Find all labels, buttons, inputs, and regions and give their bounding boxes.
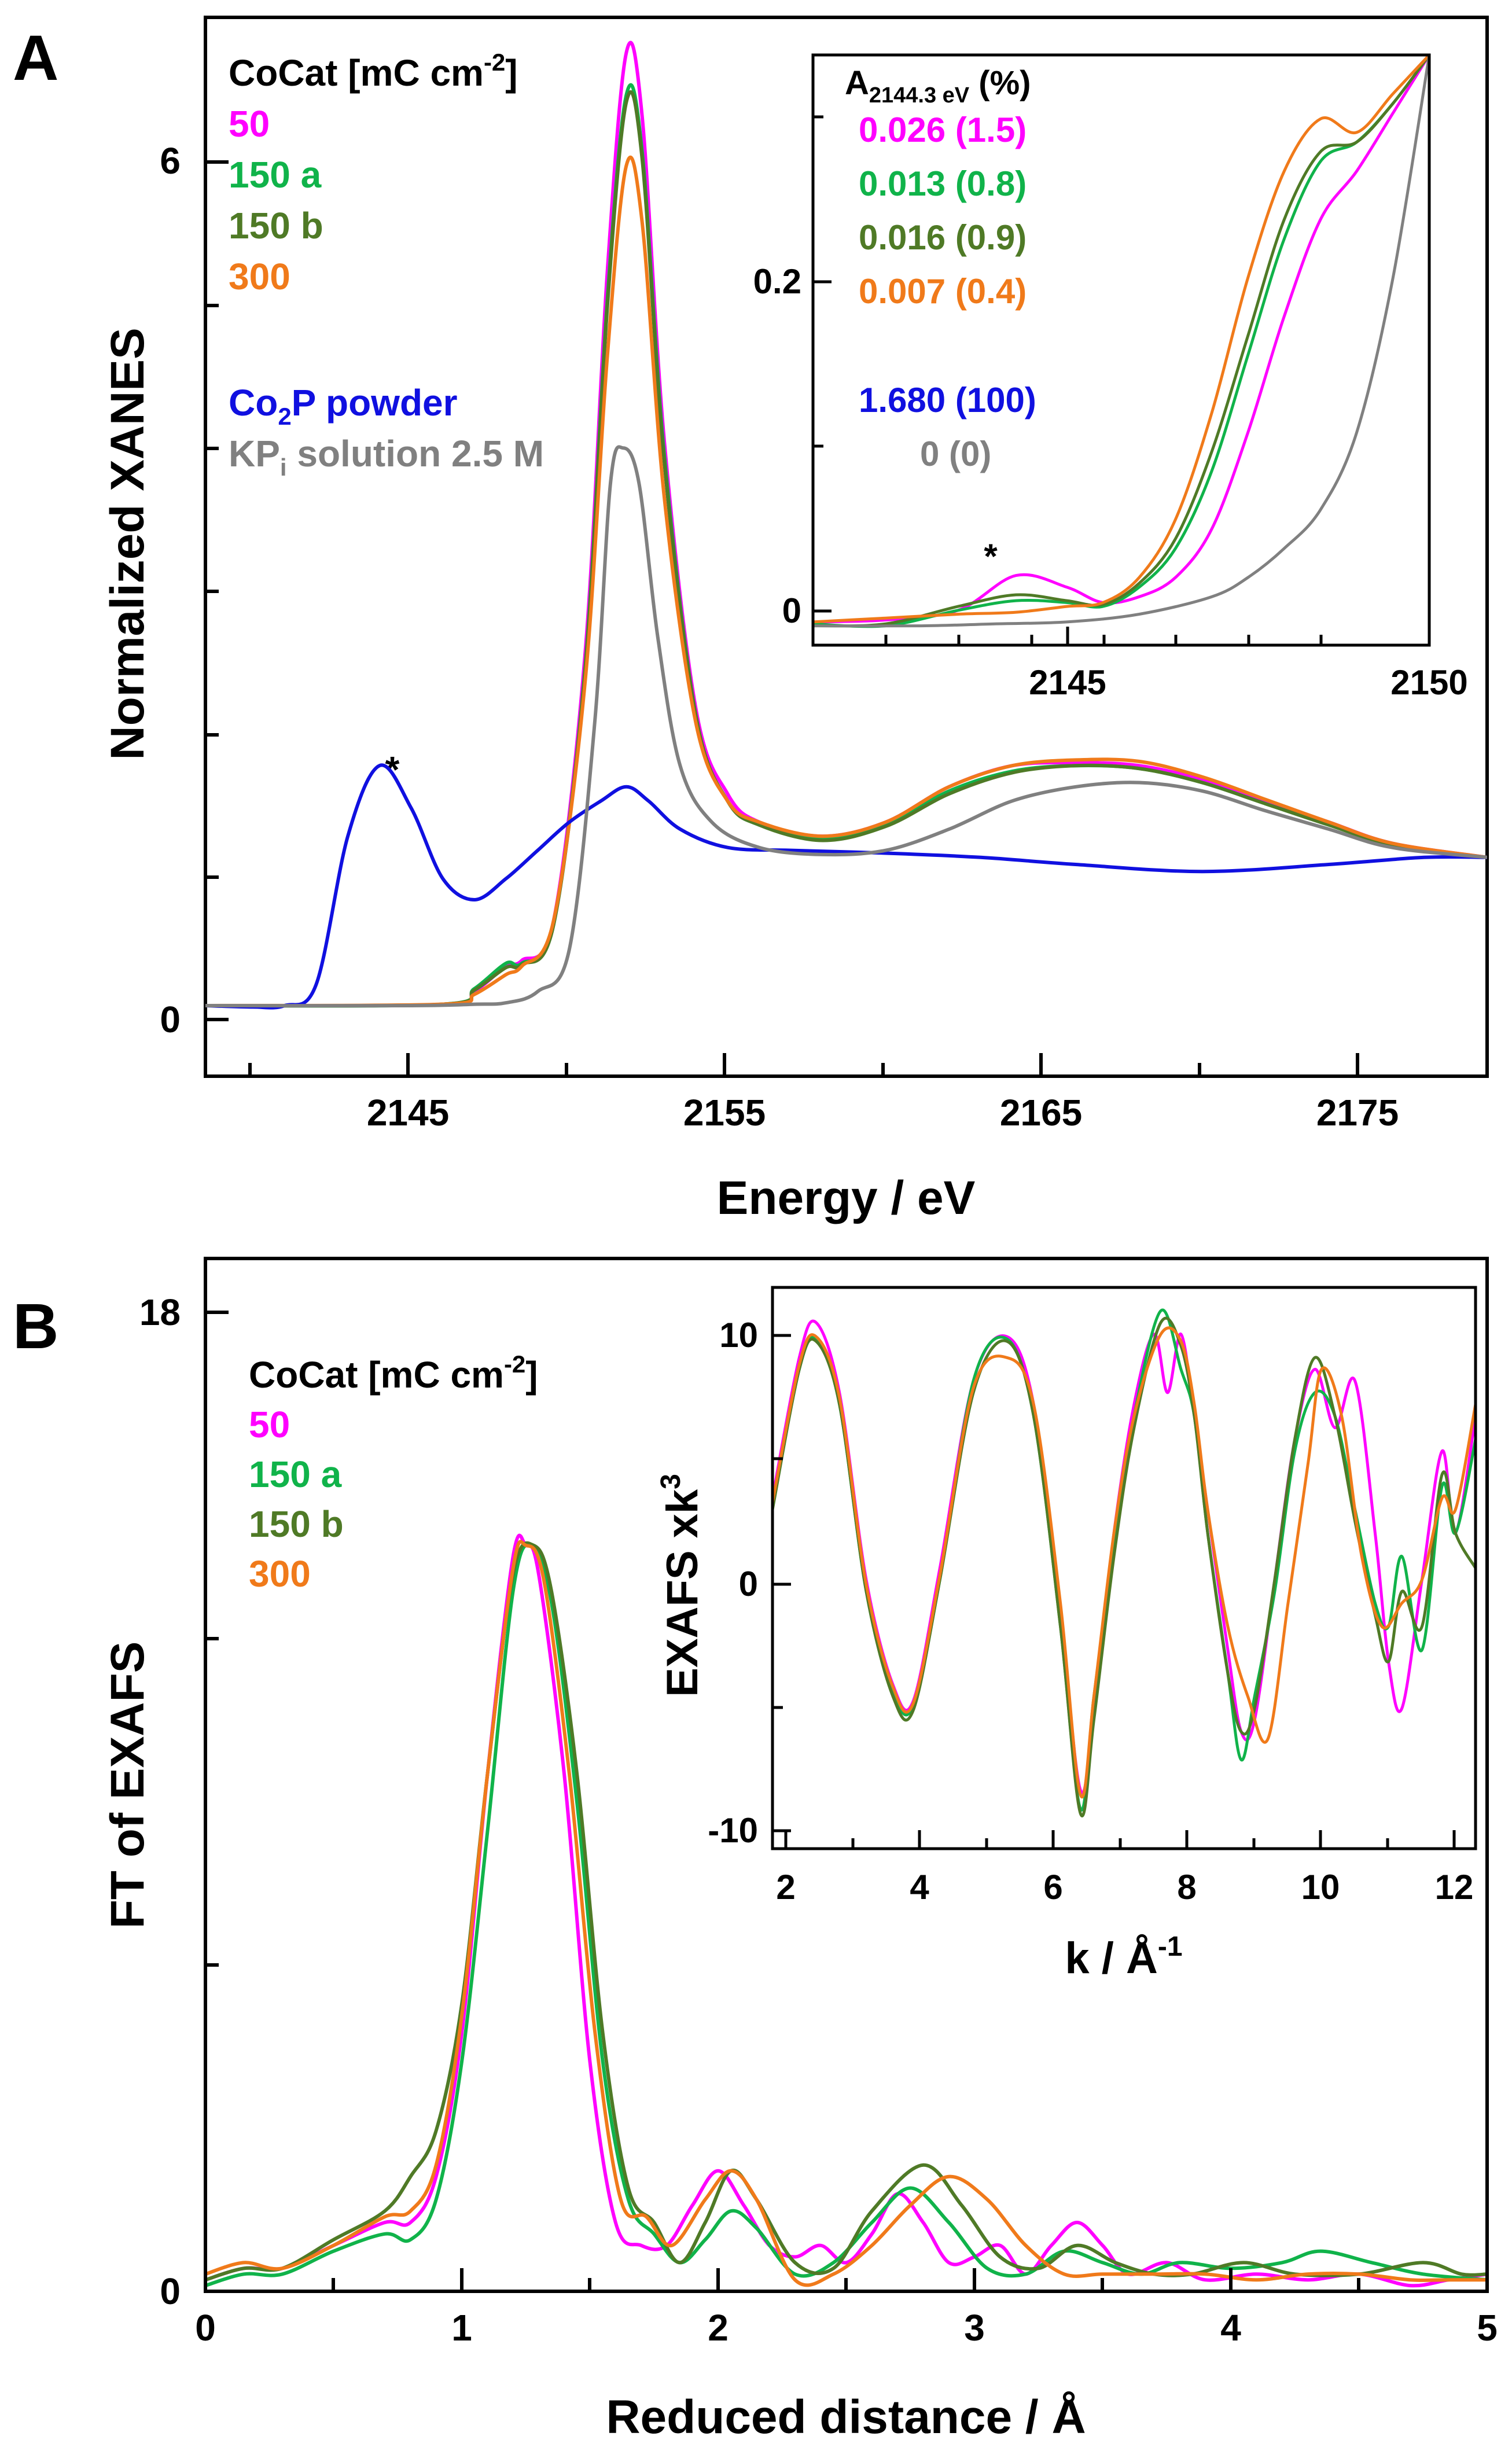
a-legend-title-sup: -2 [484,49,505,76]
ai-table-row: 0.007 (0.4) [859,272,1027,311]
a-legend-entry: 150 b [229,205,323,246]
a-x-tick-label: 2145 [367,1092,449,1134]
a-y-axis-label: Normalized XANES [101,327,154,760]
bi-y-tick-label: -10 [708,1811,758,1850]
series-line-co2p-powder [205,763,1487,1010]
a-legend-entry-kpi: KPi solution 2.5 M [229,433,544,481]
ai-table-row: 1.680 (100) [859,381,1036,419]
ai-asterisk: * [984,537,998,576]
ai-table-row: 0.026 (1.5) [859,111,1027,149]
bi-x-tick-label: 10 [1301,1868,1340,1907]
panel-a-ticks [205,160,1359,1076]
bi-y-axis-label: EXAFS xk3 [656,1474,707,1697]
bi-y-tick-label: 10 [719,1316,758,1355]
ai-table-row: 0.013 (0.8) [859,164,1027,203]
a-x-tick-label: 2175 [1316,1092,1399,1134]
series-line-300 [772,1326,1476,1799]
b-x-tick-label: 4 [1220,2307,1241,2349]
panel-a-frame [204,16,1489,1078]
panel-b: B 18 0 0 1 2 3 4 5 Reduced dist [13,1257,1498,2443]
b-x-tick-label: 3 [964,2307,985,2349]
bi-x-tick-label: 2 [776,1868,795,1907]
bi-x-tick-label: 4 [910,1868,929,1907]
b-y-tick-label: 0 [160,2270,181,2312]
b-x-tick-label: 2 [708,2307,729,2349]
series-line-300 [813,55,1429,624]
a-legend-title: CoCat [mC cm-2] [229,49,518,94]
ai-table-row: 0 (0) [920,435,991,473]
a-inset-series-group [813,55,1429,628]
ai-y-tick-label: 0 [782,591,801,630]
ai-table-header: A2144.3 eV (%) [845,64,1031,108]
a-y-tick-label: 0 [160,999,181,1040]
a-legend: CoCat [mC cm-2] 50 150 a 150 b 300 Co2P … [229,49,544,481]
a-legend-entry: 50 [229,103,270,145]
a-legend-entry: 150 a [229,154,322,196]
a-series-group [205,41,1487,1010]
b-inset: 10 0 -10 2 4 6 8 10 12 k / Å-1 EXAFS xk3 [656,1286,1477,1983]
bi-x-axis-label: k / Å-1 [1065,1931,1182,1983]
a-legend-entry-co2p: Co2P powder [229,382,458,430]
ai-table-row: 0.016 (0.9) [859,218,1027,257]
b-inset-series-group [772,1308,1476,1817]
series-line-150-b [813,55,1429,628]
b-x-axis-label: Reduced distance / Å [606,2391,1086,2443]
b-x-tick-label: 5 [1477,2307,1498,2349]
a-x-axis-label: Energy / eV [717,1172,976,1224]
panel-b-label: B [13,1291,58,1362]
bi-x-tick-label: 8 [1177,1868,1196,1907]
b-y-axis-label: FT of EXAFS [101,1642,154,1929]
a-x-tick-label: 2155 [683,1092,766,1134]
b-inset-frame [771,1286,1477,1850]
series-line-300 [205,155,1487,1007]
b-legend: CoCat [mC cm-2] 50 150 a 150 b 300 [249,1350,538,1595]
panel-a-label: A [13,23,58,94]
ai-y-tick-label: 0.2 [753,262,801,301]
a-legend-entry: 300 [229,256,290,297]
bi-x-tick-label: 6 [1043,1868,1062,1907]
bi-x-tick-label: 12 [1435,1868,1474,1907]
panel-a: A 6 0 2145 2155 2165 2175 Energy / eV No… [13,16,1489,1224]
bi-y-tick-label: 0 [739,1565,758,1603]
a-y-tick-label: 6 [160,140,181,182]
series-line-kpi-solution-2-5-m [813,55,1429,628]
b-y-tick-label: 18 [139,1291,181,1333]
b-series-group [205,1533,1487,2288]
b-legend-title: CoCat [mC cm-2] [249,1350,538,1396]
a-inset: 0.2 0 2145 2150 A2144.3 eV (%) 0.026 (1.… [753,53,1468,702]
b-x-tick-label: 0 [195,2307,216,2349]
b-x-tick-label: 1 [451,2307,472,2349]
series-line-kpi-solution-2-5-m [205,445,1487,1008]
a-x-tick-label: 2165 [1000,1092,1082,1134]
ai-x-tick-label: 2150 [1390,663,1467,702]
b-legend-entry: 50 [249,1404,290,1445]
b-legend-entry: 150 a [249,1453,342,1495]
series-line-150-a [813,55,1429,628]
b-legend-entry: 300 [249,1553,311,1595]
b-legend-entry: 150 b [249,1503,344,1545]
ai-x-tick-label: 2145 [1029,663,1106,702]
series-line-300 [205,1540,1487,2287]
